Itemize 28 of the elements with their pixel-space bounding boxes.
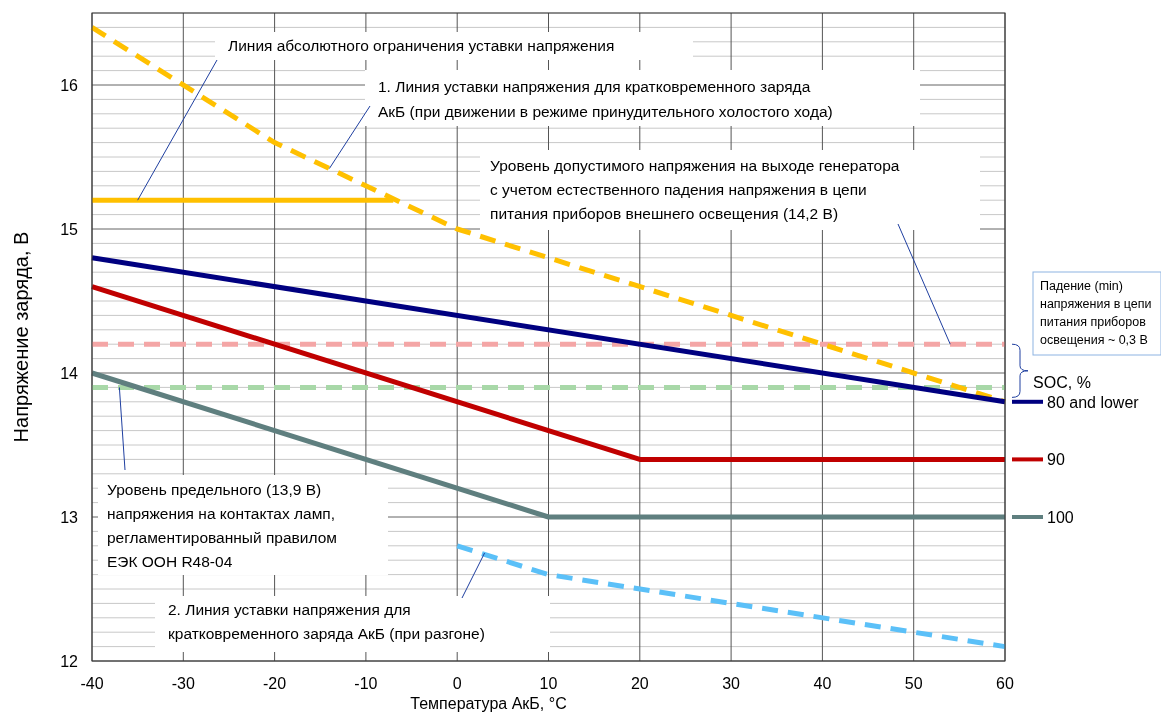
x-tick-label: 30 (722, 675, 741, 692)
y-tick-label: 15 (60, 221, 79, 238)
x-tick-label: 20 (630, 675, 649, 692)
y-axis-title: Напряжение заряда, В (10, 231, 32, 443)
x-tick-label: 0 (452, 675, 462, 692)
x-tick-label: -40 (80, 675, 104, 692)
annotation: 1. Линия уставки напряжения для кратковременного заряда АкБ (при движении в режиме принудительного холостого хода) (378, 78, 833, 120)
y-tick-label: 16 (60, 77, 79, 94)
text: Падение (min) напряжения в цепи питания приборов освещения ~ 0,3 В (1040, 279, 1152, 347)
legend-label: 90 (1047, 451, 1065, 469)
annotation: Уровень допустимого напряжения на выходе генератора с учетом естественного падения напряжения в цепи питания приборов внешнего освещения (14,2 В) (490, 157, 900, 222)
legend-label: 100 (1047, 509, 1074, 526)
x-axis-title: Температура АкБ, °C (410, 695, 567, 712)
legend-title: SOC, % (1033, 373, 1091, 391)
y-tick-label: 13 (60, 509, 79, 526)
x-tick-label: -30 (171, 675, 195, 692)
x-tick-label: -10 (354, 675, 378, 692)
legend-label: 80 and lower (1047, 393, 1140, 411)
x-tick-label: 10 (539, 675, 558, 692)
x-tick-label: 40 (813, 675, 832, 692)
annotation: 2. Линия уставки напряжения для кратковременного заряда АкБ (при разгоне) (168, 601, 485, 642)
x-tick-label: -20 (263, 675, 287, 692)
x-tick-label: 50 (904, 675, 923, 692)
annotation: Уровень предельного (13,9 В) напряжения на контактах ламп, регламентированный правилом ЕЭК ООН R48-04 (107, 481, 337, 570)
annotation: Линия абсолютного ограничения уставки напряжения (228, 37, 615, 54)
x-tick-label: 60 (996, 675, 1014, 692)
y-tick-label: 12 (60, 653, 79, 670)
y-tick-label: 14 (60, 365, 79, 382)
